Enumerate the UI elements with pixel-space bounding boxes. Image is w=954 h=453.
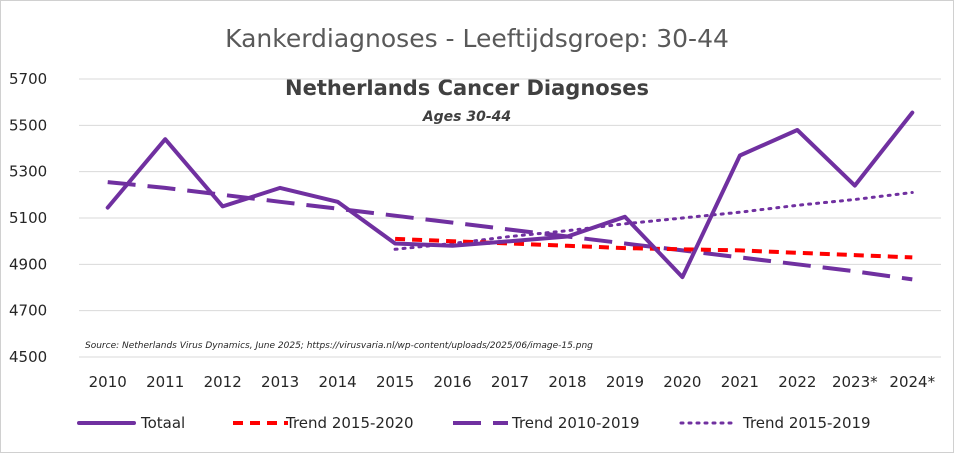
x-tick-label: 2021: [721, 373, 759, 391]
series-lines: [105, 110, 915, 282]
x-tick-label: 2024*: [889, 373, 935, 391]
inner-title: Netherlands Cancer Diagnoses: [285, 76, 649, 100]
y-tick-label: 5300: [9, 163, 47, 181]
legend-label: Trend 2015-2019: [742, 414, 871, 432]
legend-label: Totaal: [140, 414, 185, 432]
legend-label: Trend 2015-2020: [285, 414, 414, 432]
source-note: Source: Netherlands Virus Dynamics, June…: [85, 341, 593, 351]
series-line-trend-2010-2019: [107, 180, 913, 282]
series-line-trend-2015-2019: [393, 191, 914, 251]
series-line-totaal: [105, 110, 915, 280]
y-tick-label: 4500: [9, 348, 47, 366]
x-tick-label: 2013: [261, 373, 299, 391]
x-tick-label: 2022: [778, 373, 816, 391]
x-tick-label: 2017: [491, 373, 529, 391]
y-tick-label: 4900: [9, 255, 47, 273]
x-tick-label: 2010: [89, 373, 127, 391]
gridlines: [79, 78, 941, 358]
x-tick-label: 2020: [663, 373, 701, 391]
y-axis-ticks: 4500 4700 4900 5100 5300 5500 5700: [9, 70, 47, 366]
x-tick-label: 2019: [606, 373, 644, 391]
x-tick-label: 2015: [376, 373, 414, 391]
x-axis-ticks: 2010 2011 2012 2013 2014 2015 2016 2017 2018 2019…: [89, 373, 936, 391]
x-tick-label: 2016: [433, 373, 471, 391]
y-tick-label: 5100: [9, 209, 47, 227]
y-tick-label: 5700: [9, 70, 47, 88]
x-tick-label: 2018: [548, 373, 586, 391]
chart-title: Kankerdiagnoses - Leeftijdsgroep: 30-44: [225, 24, 729, 53]
y-tick-label: 4700: [9, 302, 47, 320]
x-tick-label: 2023*: [832, 373, 878, 391]
y-tick-label: 5500: [9, 116, 47, 134]
x-tick-label: 2014: [319, 373, 357, 391]
x-tick-label: 2011: [146, 373, 184, 391]
x-tick-label: 2012: [204, 373, 242, 391]
legend: Totaal Trend 2015-2020 Trend 2010-2019 Tren…: [77, 414, 871, 432]
inner-subtitle: Ages 30-44: [422, 109, 511, 125]
legend-label: Trend 2010-2019: [511, 414, 640, 432]
